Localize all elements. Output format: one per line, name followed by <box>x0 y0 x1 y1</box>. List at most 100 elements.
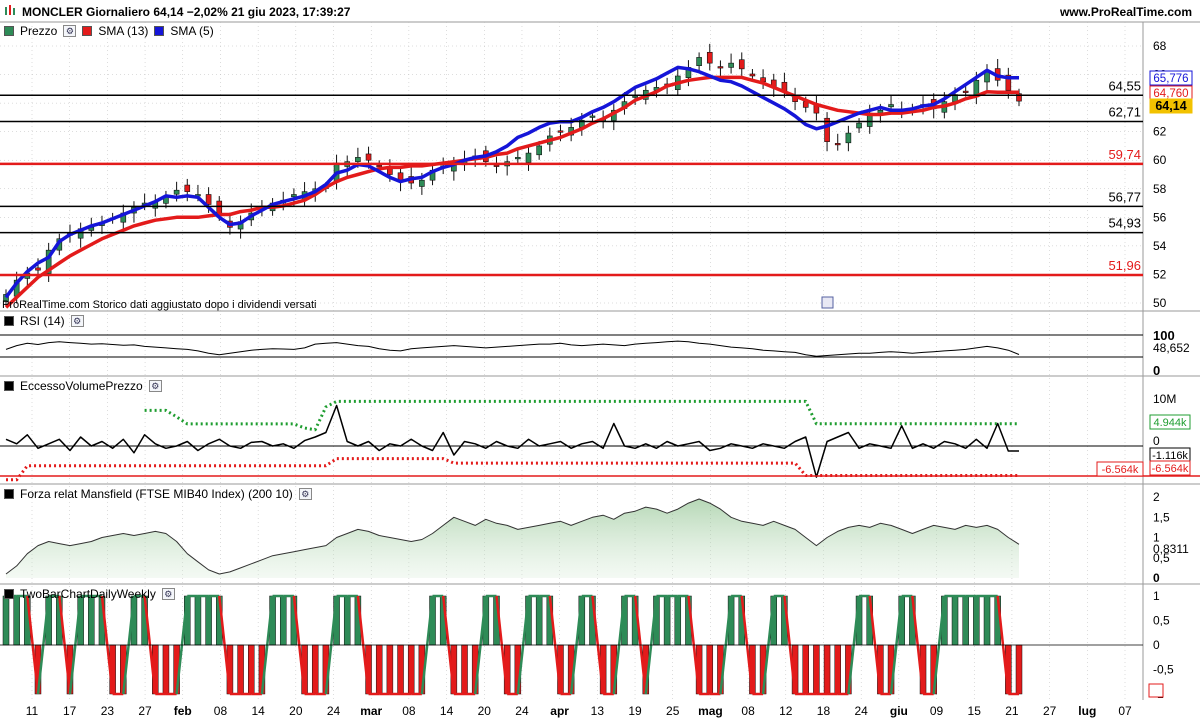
mansfield-tick-label: 1,5 <box>1153 510 1170 524</box>
price-level-label: 64,55 <box>1108 78 1141 93</box>
price-tick-label: 50 <box>1153 296 1167 310</box>
twobar-bar <box>461 644 468 695</box>
price-candle <box>728 62 734 68</box>
mansfield-tick-label: 2 <box>1153 490 1160 504</box>
volume-swatch <box>4 381 14 391</box>
mansfield-swatch <box>4 489 14 499</box>
x-tick-label: feb <box>174 704 192 718</box>
window-title: MONCLER Giornaliero 64,14 −2,02% 21 giu … <box>22 5 351 19</box>
twobar-bar <box>248 644 255 695</box>
price-tick-label: 52 <box>1153 267 1167 281</box>
wrench-icon[interactable]: ⚙ <box>161 588 175 600</box>
x-tick-label: 08 <box>741 704 755 718</box>
mansfield-tick-label: 1 <box>1153 531 1160 545</box>
twobar-bar <box>983 595 991 646</box>
chart-icon <box>5 5 15 15</box>
volume-lower-band <box>6 457 1019 482</box>
wrench-icon[interactable]: ⚙ <box>63 25 77 37</box>
twobar-bar <box>973 595 980 646</box>
price-level-label: 54,93 <box>1108 216 1141 231</box>
twobar-bar <box>1015 644 1023 695</box>
x-tick-label: 13 <box>591 704 605 718</box>
sma5-swatch <box>154 26 165 36</box>
rsi-tick-label: 100 <box>1153 328 1175 343</box>
wrench-icon[interactable]: ⚙ <box>70 315 84 327</box>
mansfield-value-label: 0,8311 <box>1153 542 1189 556</box>
x-tick-label: 25 <box>666 704 680 718</box>
x-tick-label: 08 <box>214 704 228 718</box>
price-value-tag-label: 64,14 <box>1155 99 1186 113</box>
price-candle <box>845 132 852 144</box>
price-legend-label: Prezzo <box>20 24 58 38</box>
sma5-legend-label: SMA (5) <box>170 24 214 38</box>
price-tick-label: 58 <box>1153 182 1167 196</box>
mansfield-line <box>5 498 1020 575</box>
twobar-bar <box>397 644 404 695</box>
price-candle <box>173 189 180 195</box>
wrench-icon[interactable]: ⚙ <box>298 488 312 500</box>
price-candle <box>35 267 41 271</box>
x-tick-label: 20 <box>478 704 492 718</box>
price-legend: Prezzo ⚙ SMA (13) SMA (5) <box>4 23 214 39</box>
volume-value-tag-label: 4.944k <box>1153 417 1187 429</box>
price-tick-label: 62 <box>1153 125 1167 139</box>
rsi-title: RSI (14) <box>20 314 65 328</box>
twobar-bar <box>88 595 95 646</box>
twobar-bar <box>386 644 394 695</box>
twobar-legend: TwoBarChartDailyWeekly ⚙ <box>4 586 175 602</box>
twobar-bar <box>407 644 415 695</box>
price-candle <box>589 115 596 118</box>
rsi-legend: RSI (14) ⚙ <box>4 313 84 329</box>
twobar-bar <box>706 644 714 695</box>
rsi-line <box>5 340 1020 357</box>
mansfield-legend: Forza relat Mansfield (FTSE MIB40 Index)… <box>4 486 312 502</box>
price-level-label: 62,71 <box>1108 105 1141 120</box>
twobar-bar <box>962 595 969 646</box>
x-tick-label: 20 <box>289 704 303 718</box>
price-candle <box>856 122 862 129</box>
mansfield-title: Forza relat Mansfield (FTSE MIB40 Index)… <box>20 487 293 501</box>
price-level-label: 51,96 <box>1108 258 1141 273</box>
volume-tick-label: 0 <box>1153 434 1160 448</box>
x-tick-label: 24 <box>854 704 868 718</box>
twobar-bar <box>802 644 809 695</box>
twobar-bar <box>663 595 671 646</box>
price-candle <box>184 184 191 192</box>
price-candle <box>888 104 894 108</box>
price-candle <box>824 117 830 142</box>
twobar-tick-label: 1 <box>1153 589 1160 603</box>
mansfield-tick-label: 0 <box>1153 571 1160 585</box>
x-tick-label: 17 <box>63 704 77 718</box>
twobar-bar <box>13 595 20 646</box>
price-level-label: 59,74 <box>1108 147 1141 162</box>
x-tick-label: 14 <box>251 704 265 718</box>
twobar-bar <box>194 595 202 646</box>
sma5-line <box>4 65 1019 299</box>
twobar-title: TwoBarChartDailyWeekly <box>20 587 156 601</box>
x-tick-label: 18 <box>817 704 831 718</box>
x-tick-label: 27 <box>1043 704 1057 718</box>
price-candle <box>696 57 702 67</box>
wrench-icon[interactable]: ⚙ <box>148 380 162 392</box>
twobar-bar <box>237 644 244 695</box>
x-tick-label: lug <box>1078 704 1096 718</box>
mansfield-tick-label: 0,5 <box>1153 551 1170 565</box>
rsi-value-label: 48,652 <box>1153 341 1190 355</box>
rsi-swatch <box>4 316 14 326</box>
x-tick-label: giu <box>890 704 908 718</box>
twobar-tick-label: 0,5 <box>1153 614 1170 628</box>
price-candle <box>1005 74 1012 91</box>
twobar-bar <box>205 595 212 646</box>
sma13-swatch <box>82 26 93 36</box>
twobar-bar <box>535 595 543 646</box>
twobar-bar <box>343 595 351 646</box>
x-tick-label: 24 <box>515 704 529 718</box>
sma13-line <box>4 75 1019 309</box>
x-tick-label: 21 <box>1005 704 1019 718</box>
price-candle <box>493 164 500 167</box>
brand-link[interactable]: www.ProRealTime.com <box>1059 5 1192 19</box>
volume-legend: EccessoVolumePrezzo ⚙ <box>4 378 162 394</box>
price-swatch <box>4 26 14 36</box>
x-tick-label: 07 <box>1118 704 1132 718</box>
